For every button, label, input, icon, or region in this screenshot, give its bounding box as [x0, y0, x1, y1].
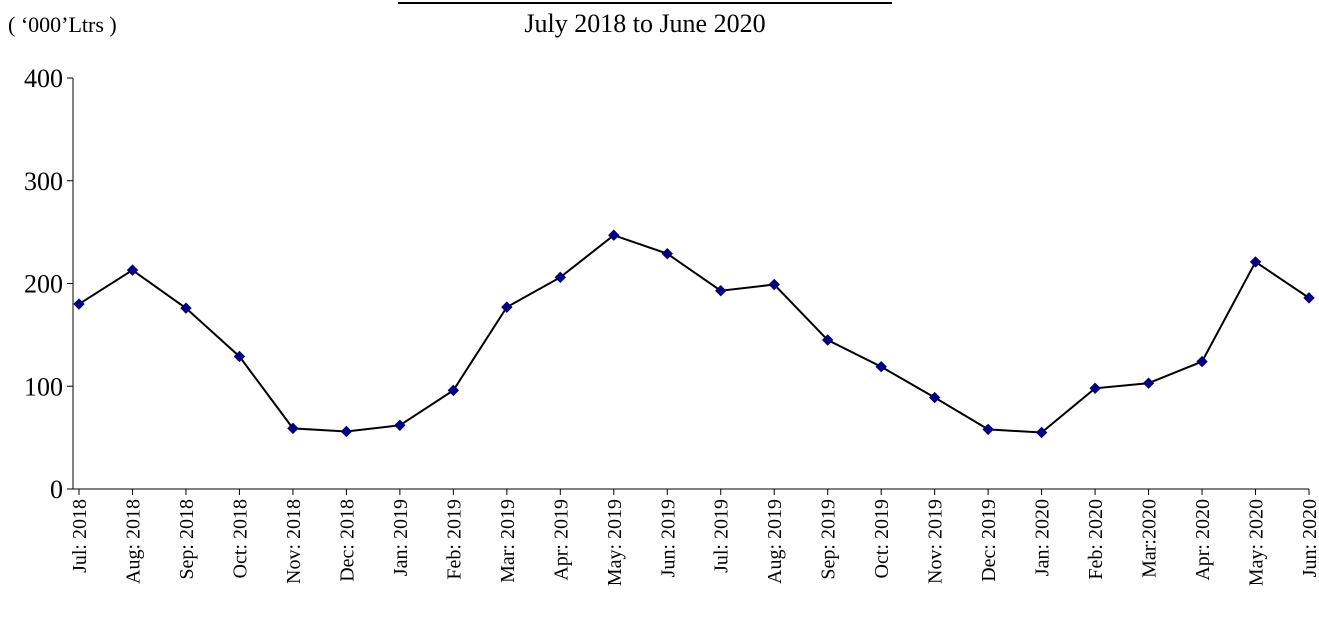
x-tick-label: Oct: 2019: [871, 499, 893, 578]
data-point-marker: [287, 422, 299, 435]
x-tick-label: Oct: 2018: [229, 499, 251, 578]
y-tick-label: 0: [50, 475, 63, 504]
x-tick-label: Aug: 2018: [122, 499, 144, 584]
y-ticks: 0 100 200 300 400: [24, 64, 73, 504]
x-tick-label: Dec: 2019: [978, 499, 1000, 582]
data-point-marker: [554, 271, 567, 284]
x-tick-label: Jul: 2019: [711, 499, 733, 573]
x-tick-label: May: 2020: [1246, 499, 1268, 586]
axes: [72, 78, 1309, 490]
data-point-marker: [340, 425, 353, 438]
series-line: [78, 234, 1310, 434]
x-tick-label: Mar:2020: [1139, 499, 1161, 578]
data-point-marker: [1035, 426, 1048, 439]
data-point-marker: [126, 264, 139, 276]
x-tick-label: Jan: 2019: [390, 499, 412, 576]
x-tick-label: Mar: 2019: [497, 499, 519, 583]
y-tick-label: 400: [24, 64, 63, 93]
y-tick-label: 100: [24, 372, 63, 401]
data-point-marker: [875, 361, 887, 373]
x-ticks: Jul: 2018 Aug: 2018 Sep: 2018 Oct: 2018 Nov:…: [69, 489, 1319, 586]
data-point-marker: [233, 350, 246, 363]
data-point-marker: [821, 334, 834, 346]
x-tick-label: Jun: 2020: [1299, 499, 1319, 577]
data-point-marker: [928, 391, 941, 404]
data-point-marker: [73, 298, 85, 310]
data-point-marker: [1249, 256, 1262, 268]
x-tick-label: Jun: 2019: [657, 499, 679, 577]
x-tick-label: Sep: 2018: [176, 499, 198, 580]
x-tick-label: Nov: 2019: [925, 499, 947, 584]
unit-label: ( ‘000’Ltrs ): [8, 12, 117, 37]
data-point-marker: [180, 302, 192, 314]
x-tick-label: Apr: 2019: [550, 499, 572, 581]
data-point-marker: [1142, 377, 1155, 389]
x-tick-label: Sep: 2019: [818, 499, 840, 580]
x-tick-label: Feb: 2020: [1085, 499, 1107, 580]
x-tick-label: May: 2019: [604, 499, 626, 586]
data-point-marker: [394, 419, 406, 432]
x-tick-label: Feb: 2019: [443, 499, 465, 580]
y-tick-label: 300: [24, 167, 63, 196]
chart-title: July 2018 to June 2020: [524, 9, 766, 38]
data-point-marker: [715, 284, 727, 297]
data-point-marker: [982, 423, 994, 436]
data-point-marker: [768, 278, 780, 291]
title-rule: [398, 2, 892, 4]
data-point-marker: [608, 229, 620, 241]
data-point-marker: [1303, 292, 1315, 304]
x-tick-label: Jul: 2018: [69, 499, 91, 573]
data-point-marker: [1089, 382, 1101, 395]
x-tick-label: Dec: 2018: [336, 499, 358, 582]
x-tick-label: Apr: 2020: [1192, 499, 1214, 581]
data-point-marker: [447, 384, 460, 397]
data-point-marker: [501, 301, 513, 313]
x-tick-label: Jan: 2020: [1032, 499, 1054, 576]
x-tick-label: Nov: 2018: [283, 499, 305, 584]
x-tick-label: Aug: 2019: [764, 499, 786, 584]
y-tick-label: 200: [24, 270, 63, 299]
data-point-marker: [1196, 355, 1208, 368]
data-point-marker: [661, 247, 673, 260]
plot-area: [73, 229, 1315, 439]
